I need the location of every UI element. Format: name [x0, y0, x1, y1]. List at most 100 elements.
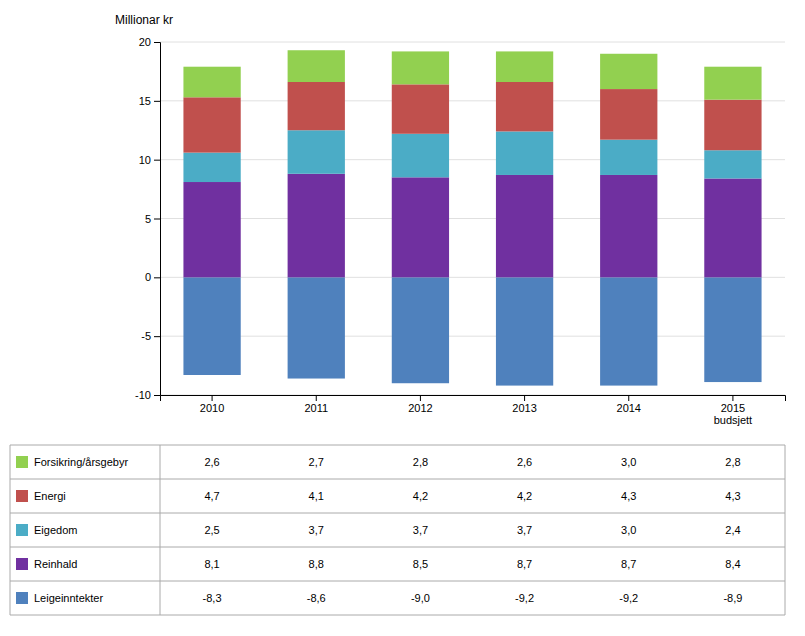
- bar: [392, 177, 449, 277]
- bar: [392, 134, 449, 178]
- table-value: 8,5: [413, 558, 428, 570]
- y-tick-label: -10: [135, 389, 151, 401]
- y-tick: 20: [139, 36, 160, 48]
- x-tick-mark: [212, 395, 213, 401]
- x-axis-line: [161, 396, 786, 402]
- y-tick-mark: [154, 336, 160, 337]
- x-tick-label: 2011: [304, 402, 328, 414]
- bar-series: [183, 50, 761, 99]
- x-tick-label: 2014: [617, 402, 641, 414]
- grid-line: [160, 42, 785, 43]
- x-tick-mark: [628, 395, 629, 401]
- bar: [600, 175, 657, 277]
- bar: [600, 54, 657, 89]
- table-value: 2,5: [204, 524, 219, 536]
- x-axis: 201020112012201320142015budsjett: [161, 395, 786, 426]
- bar: [704, 67, 761, 100]
- grid-line: [160, 336, 785, 337]
- table-value: 4,3: [621, 490, 636, 502]
- table-col-line: [10, 445, 11, 615]
- table-value: -9,0: [411, 592, 430, 604]
- bar: [496, 175, 553, 277]
- grid: [160, 42, 785, 395]
- x-tick: 2014: [617, 395, 641, 414]
- x-tick-label: 2015budsjett: [714, 402, 753, 427]
- table-value: -9,2: [515, 592, 534, 604]
- y-tick-label: 10: [139, 154, 151, 166]
- table-value: 8,8: [309, 558, 324, 570]
- x-tick-mark: [732, 395, 733, 401]
- grid-line: [160, 277, 785, 278]
- y-tick-mark: [154, 219, 160, 220]
- table-col-line: [785, 445, 786, 615]
- bar: [183, 277, 240, 375]
- bar: [496, 277, 553, 385]
- y-tick: 5: [145, 213, 160, 225]
- table-value: 3,7: [517, 524, 532, 536]
- table-value: 2,6: [517, 456, 532, 468]
- bar: [288, 82, 345, 130]
- x-tick-mark: [420, 395, 421, 401]
- chart: -10-505101520201020112012201320142015bud…: [0, 0, 805, 636]
- table-row: Eigedom2,53,73,73,73,02,4: [16, 524, 741, 536]
- table-value: 4,2: [517, 490, 532, 502]
- x-tick: 2012: [408, 395, 432, 414]
- legend-label: Leigeinntekter: [34, 592, 103, 604]
- table-value: -8,9: [723, 592, 742, 604]
- bar: [183, 97, 240, 152]
- table-value: 8,7: [517, 558, 532, 570]
- table-row: Leigeinntekter-8,3-8,6-9,0-9,2-9,2-8,9: [16, 592, 742, 604]
- bar: [392, 277, 449, 383]
- bar: [496, 51, 553, 82]
- table-value: -9,2: [619, 592, 638, 604]
- bar: [704, 277, 761, 382]
- legend-label: Reinhald: [34, 558, 77, 570]
- bar: [392, 84, 449, 133]
- bar: [183, 182, 240, 277]
- bar: [288, 50, 345, 82]
- table-row: Reinhald8,18,88,58,78,78,4: [16, 558, 741, 570]
- bar-series: [183, 174, 761, 278]
- bars: [183, 50, 761, 385]
- table-value: 4,3: [725, 490, 740, 502]
- table-row-line: [10, 479, 785, 480]
- table-value: 4,2: [413, 490, 428, 502]
- bar-series: [183, 277, 761, 385]
- x-tick-mark: [316, 395, 317, 401]
- bar: [704, 100, 761, 151]
- x-tick: 2015budsjett: [714, 395, 753, 426]
- table-value: 3,0: [621, 456, 636, 468]
- table-row-line: [10, 513, 785, 514]
- y-tick-mark: [154, 42, 160, 43]
- x-tick-label: 2012: [408, 402, 432, 414]
- table-value: 2,7: [309, 456, 324, 468]
- y-tick: -5: [141, 330, 160, 342]
- data-table: Forsikring/årsgebyr2,62,72,82,63,02,8Ene…: [10, 445, 785, 615]
- legend-swatch: [16, 524, 28, 536]
- table-value: 2,6: [204, 456, 219, 468]
- y-tick-label: 5: [145, 213, 151, 225]
- bar: [600, 89, 657, 140]
- table-row-line: [10, 445, 785, 446]
- grid-line: [160, 218, 785, 219]
- x-tick: 2010: [200, 395, 224, 414]
- table-value: 4,7: [204, 490, 219, 502]
- table-value: 8,7: [621, 558, 636, 570]
- table-row-line: [10, 581, 785, 582]
- table-value: -8,6: [307, 592, 326, 604]
- y-tick-label: 15: [139, 95, 151, 107]
- bar-series: [183, 130, 761, 182]
- table-value: 3,7: [413, 524, 428, 536]
- bar: [496, 82, 553, 131]
- legend-swatch: [16, 558, 28, 570]
- x-tick-label: 2010: [200, 402, 224, 414]
- y-tick: -10: [135, 389, 160, 401]
- legend-label: Eigedom: [34, 524, 77, 536]
- table-value: 3,7: [309, 524, 324, 536]
- y-tick-label: 0: [145, 271, 151, 283]
- y-axis: -10 -5 0 5 10 15 20: [135, 36, 160, 401]
- y-tick: 15: [139, 95, 160, 107]
- x-tick: 2011: [304, 395, 328, 414]
- legend-label: Energi: [34, 490, 66, 502]
- legend-label: Forsikring/årsgebyr: [34, 456, 128, 468]
